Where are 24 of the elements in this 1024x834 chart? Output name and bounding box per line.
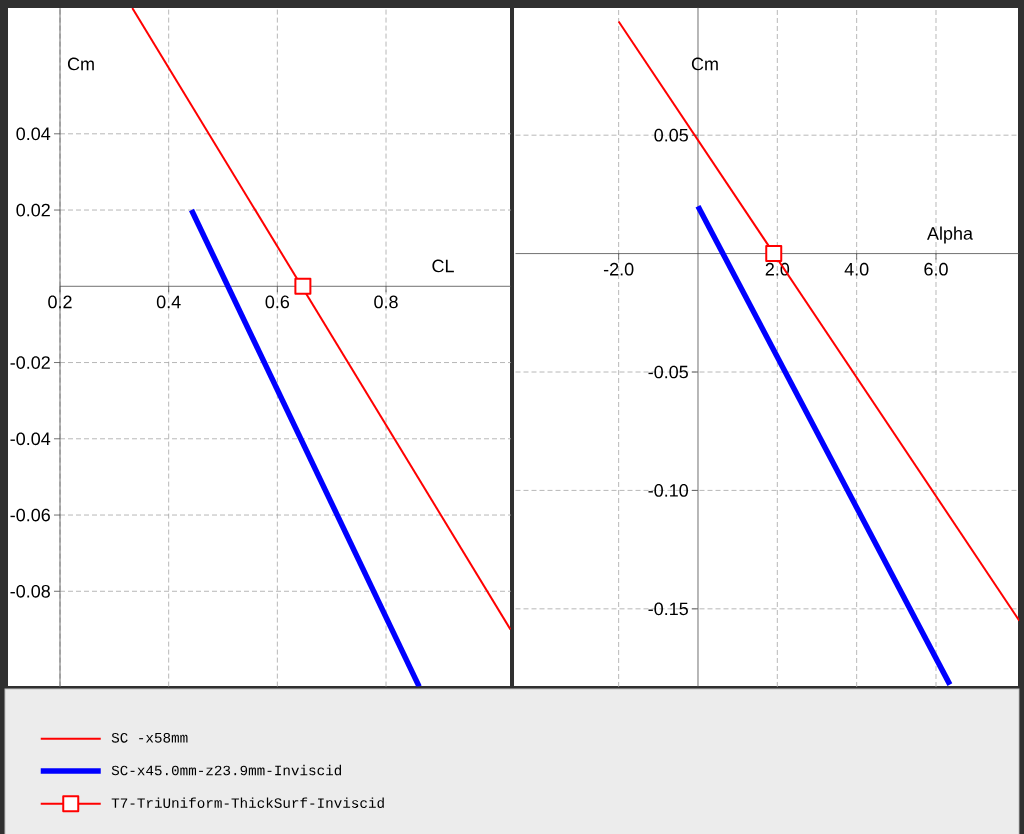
y-tick-label: 0.04 bbox=[16, 127, 51, 141]
y-tick-label: 0.02 bbox=[16, 203, 50, 217]
legend-label: SC -x58mm bbox=[111, 732, 188, 743]
x-tick-label: 0.2 bbox=[48, 295, 72, 309]
legend-label: SC-x45.0mm-z23.9mm-Inviscid bbox=[111, 764, 342, 776]
y-tick-label: 0.05 bbox=[654, 128, 688, 142]
x-tick-label: 4.0 bbox=[844, 262, 869, 276]
x-tick-label: 0.8 bbox=[374, 295, 398, 309]
y-tick-label: -0.10 bbox=[648, 484, 689, 497]
x-tick-label: 0.6 bbox=[265, 295, 290, 309]
y-axis-title: Cm bbox=[67, 57, 94, 71]
y-tick-label: -0.02 bbox=[10, 356, 50, 369]
x-tick-label: -2.0 bbox=[603, 262, 634, 276]
y-tick-label: -0.08 bbox=[10, 584, 50, 598]
x-axis-title: CL bbox=[432, 259, 454, 273]
y-tick-label: -0.04 bbox=[10, 432, 51, 446]
x-tick-label: 6.0 bbox=[924, 262, 948, 276]
y-tick-label: -0.05 bbox=[648, 365, 688, 379]
legend-label: T7-TriUniform-ThickSurf-Inviscid bbox=[111, 797, 384, 809]
x-axis-title: Alpha bbox=[927, 226, 973, 244]
y-axis-title: Cm bbox=[691, 57, 718, 71]
y-tick-label: -0.06 bbox=[10, 508, 50, 522]
x-tick-label: 0.4 bbox=[156, 295, 181, 309]
y-tick-label: -0.15 bbox=[648, 602, 688, 616]
